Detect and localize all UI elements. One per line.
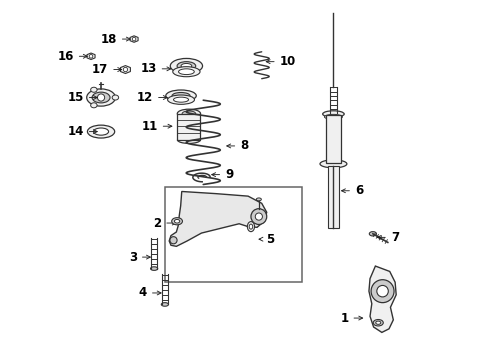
Ellipse shape — [249, 224, 252, 229]
Polygon shape — [87, 53, 95, 59]
Text: 8: 8 — [226, 139, 248, 152]
Ellipse shape — [90, 103, 97, 108]
Text: 14: 14 — [67, 125, 97, 138]
Text: 17: 17 — [92, 63, 122, 76]
Ellipse shape — [172, 67, 200, 77]
Ellipse shape — [90, 87, 97, 92]
Polygon shape — [120, 66, 130, 73]
Circle shape — [169, 237, 177, 244]
Ellipse shape — [256, 198, 261, 201]
Polygon shape — [130, 36, 138, 42]
Ellipse shape — [87, 125, 115, 138]
Ellipse shape — [161, 303, 168, 306]
Ellipse shape — [112, 95, 119, 100]
Circle shape — [123, 67, 127, 72]
Polygon shape — [169, 192, 266, 246]
Text: 1: 1 — [340, 311, 362, 325]
Ellipse shape — [93, 128, 108, 135]
Text: 3: 3 — [128, 251, 150, 264]
Text: 12: 12 — [137, 91, 167, 104]
Text: 4: 4 — [139, 287, 161, 300]
Ellipse shape — [181, 63, 191, 68]
Ellipse shape — [172, 93, 190, 99]
Circle shape — [376, 285, 387, 297]
Text: 7: 7 — [377, 231, 398, 244]
Ellipse shape — [170, 58, 202, 73]
Ellipse shape — [165, 90, 196, 102]
Ellipse shape — [247, 222, 254, 231]
Ellipse shape — [177, 109, 200, 118]
Ellipse shape — [171, 218, 182, 225]
Ellipse shape — [92, 92, 110, 103]
Polygon shape — [325, 116, 341, 163]
Ellipse shape — [174, 220, 180, 223]
Ellipse shape — [372, 319, 383, 326]
Circle shape — [97, 94, 104, 101]
Circle shape — [132, 37, 136, 41]
Text: 2: 2 — [153, 216, 176, 230]
Text: 16: 16 — [57, 50, 87, 63]
Polygon shape — [177, 114, 200, 140]
Text: 18: 18 — [100, 32, 130, 46]
Ellipse shape — [86, 89, 115, 106]
Circle shape — [250, 209, 266, 225]
Ellipse shape — [182, 111, 195, 116]
Text: 9: 9 — [211, 168, 233, 181]
Text: 5: 5 — [259, 233, 274, 246]
Ellipse shape — [375, 321, 380, 324]
Ellipse shape — [368, 231, 376, 236]
Ellipse shape — [173, 97, 188, 102]
Ellipse shape — [178, 69, 194, 75]
Circle shape — [255, 213, 262, 220]
Text: 15: 15 — [67, 91, 97, 104]
Ellipse shape — [177, 62, 195, 70]
Polygon shape — [327, 166, 339, 228]
Text: 10: 10 — [265, 55, 295, 68]
Text: 11: 11 — [141, 120, 171, 133]
Text: 6: 6 — [341, 184, 363, 197]
Ellipse shape — [322, 111, 344, 117]
Bar — [164, 187, 301, 282]
Ellipse shape — [324, 114, 342, 120]
Ellipse shape — [319, 160, 346, 168]
Polygon shape — [368, 266, 395, 332]
Ellipse shape — [167, 95, 194, 104]
Text: 13: 13 — [140, 62, 170, 75]
Circle shape — [370, 280, 393, 303]
Circle shape — [89, 54, 93, 58]
Ellipse shape — [150, 267, 158, 270]
